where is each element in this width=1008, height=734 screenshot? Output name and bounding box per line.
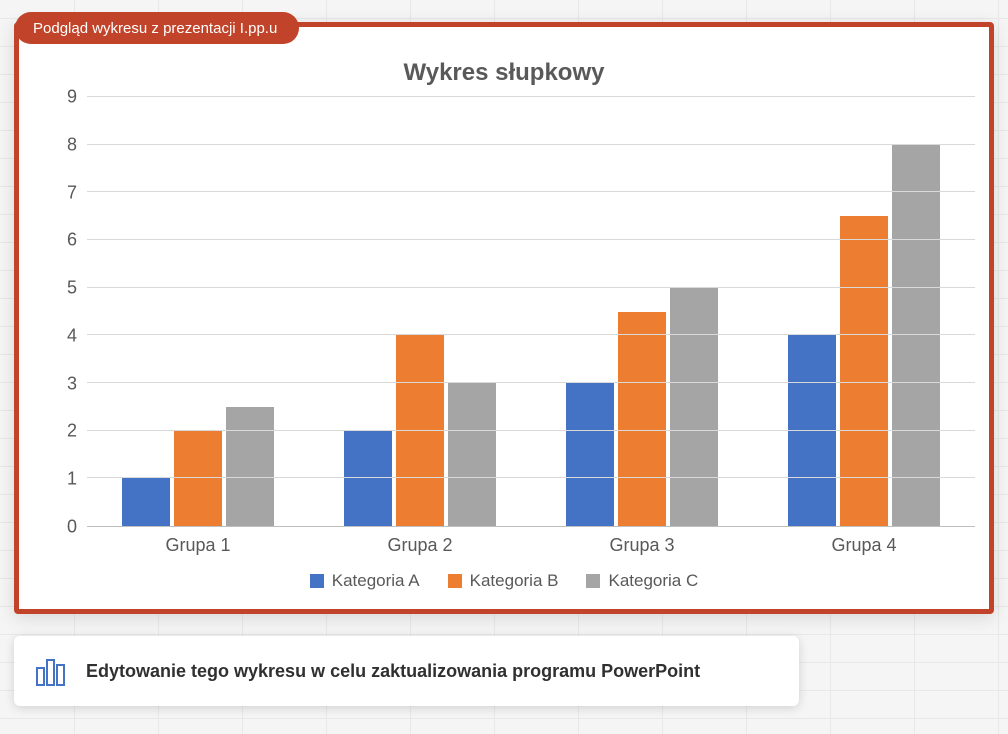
x-axis-label: Grupa 3 xyxy=(531,527,753,563)
chart-preview-panel: Podgląd wykresu z prezentacji I.pp.u Wyk… xyxy=(14,22,994,614)
grid-line xyxy=(87,477,975,478)
y-axis: 0123456789 xyxy=(33,97,87,527)
y-tick: 5 xyxy=(67,278,77,299)
y-tick: 4 xyxy=(67,325,77,346)
x-axis-label: Grupa 4 xyxy=(753,527,975,563)
legend-item: Kategoria C xyxy=(586,571,698,591)
bar xyxy=(122,478,170,526)
preview-pill: Podgląd wykresu z prezentacji I.pp.u xyxy=(15,12,299,44)
bar xyxy=(566,383,614,526)
legend: Kategoria A Kategoria B Kategoria C xyxy=(33,563,975,595)
bar xyxy=(396,335,444,526)
plot-area xyxy=(87,97,975,527)
legend-label: Kategoria C xyxy=(608,571,698,591)
bar-group xyxy=(753,97,975,526)
bar xyxy=(670,288,718,526)
grid-line xyxy=(87,239,975,240)
y-tick: 6 xyxy=(67,230,77,251)
legend-swatch xyxy=(310,574,324,588)
preview-pill-label: Podgląd wykresu z prezentacji I.pp.u xyxy=(33,20,277,37)
y-tick: 0 xyxy=(67,517,77,538)
bar-group xyxy=(87,97,309,526)
y-tick: 8 xyxy=(67,134,77,155)
y-tick: 1 xyxy=(67,469,77,490)
legend-item: Kategoria A xyxy=(310,571,420,591)
bar-group xyxy=(531,97,753,526)
chart-title: Wykres słupkowy xyxy=(33,59,975,87)
grid-line xyxy=(87,144,975,145)
x-axis-label: Grupa 2 xyxy=(309,527,531,563)
grid-line xyxy=(87,430,975,431)
x-axis: Grupa 1Grupa 2Grupa 3Grupa 4 xyxy=(87,527,975,563)
grid-line xyxy=(87,382,975,383)
grid-line xyxy=(87,191,975,192)
y-tick: 2 xyxy=(67,421,77,442)
bar xyxy=(840,216,888,526)
bar-groups xyxy=(87,97,975,526)
y-tick: 3 xyxy=(67,373,77,394)
bar-group xyxy=(309,97,531,526)
legend-item: Kategoria B xyxy=(448,571,559,591)
y-tick: 7 xyxy=(67,182,77,203)
legend-swatch xyxy=(586,574,600,588)
x-axis-label: Grupa 1 xyxy=(87,527,309,563)
edit-chart-label: Edytowanie tego wykresu w celu zaktualiz… xyxy=(86,661,700,682)
bar xyxy=(618,312,666,527)
chart-area[interactable]: Wykres słupkowy 0123456789 Grupa 1Grupa … xyxy=(33,55,975,595)
y-tick: 9 xyxy=(67,87,77,108)
bar-chart-icon xyxy=(34,654,68,688)
grid-line xyxy=(87,334,975,335)
grid-line xyxy=(87,96,975,97)
bar xyxy=(788,335,836,526)
legend-label: Kategoria A xyxy=(332,571,420,591)
bar xyxy=(226,407,274,526)
grid-line xyxy=(87,287,975,288)
legend-label: Kategoria B xyxy=(470,571,559,591)
legend-swatch xyxy=(448,574,462,588)
bar xyxy=(448,383,496,526)
plot-wrap: 0123456789 xyxy=(33,97,975,527)
edit-chart-card[interactable]: Edytowanie tego wykresu w celu zaktualiz… xyxy=(14,636,799,706)
